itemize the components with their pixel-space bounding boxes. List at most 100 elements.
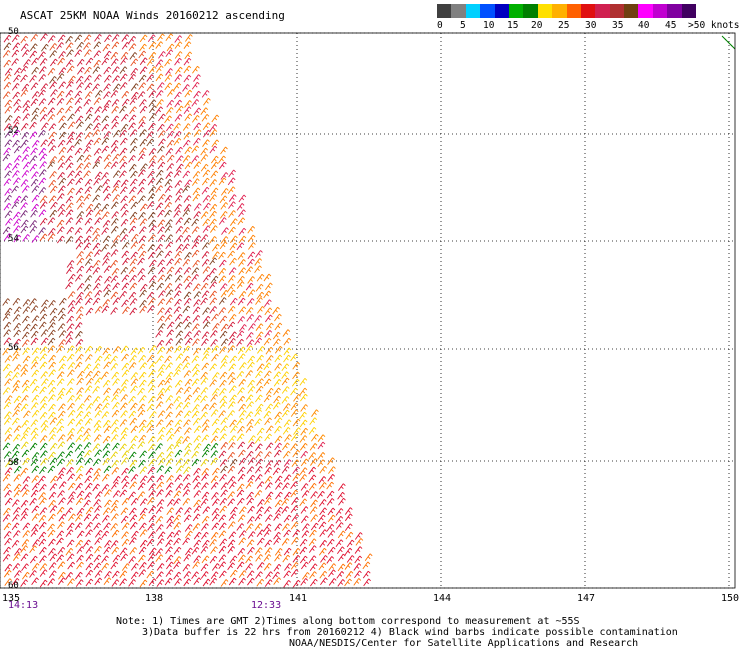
wind-barb <box>148 66 157 74</box>
wind-barb <box>121 90 130 99</box>
wind-barb <box>94 530 103 538</box>
wind-barb <box>156 452 165 460</box>
wind-barb <box>200 147 208 156</box>
wind-barb <box>257 306 265 314</box>
wind-barb <box>183 57 192 66</box>
wind-barb <box>193 443 202 451</box>
wind-barb <box>245 523 254 531</box>
wind-barb <box>309 529 317 538</box>
wind-barb <box>2 347 11 356</box>
wind-barb <box>31 409 40 418</box>
wind-barb <box>56 537 64 546</box>
wind-barb <box>49 417 58 425</box>
wind-barb <box>265 387 274 396</box>
wind-barb <box>65 89 74 98</box>
wind-barb <box>283 337 292 346</box>
wind-barb <box>146 83 155 92</box>
wind-barb <box>202 321 211 329</box>
wind-barb <box>130 170 138 179</box>
wind-barb <box>212 498 220 506</box>
wind-barb <box>310 499 318 508</box>
wind-barb <box>130 233 139 242</box>
wind-barb <box>157 161 166 170</box>
wind-barb <box>274 322 283 331</box>
wind-barb <box>328 563 337 571</box>
wind-barb <box>93 554 102 563</box>
wind-barb <box>175 146 183 155</box>
wind-barb <box>128 43 137 51</box>
wind-barb <box>102 402 110 411</box>
wind-barb <box>119 228 128 236</box>
wind-barb <box>291 514 300 522</box>
wind-barb <box>101 243 109 252</box>
wind-barb <box>309 417 318 425</box>
wind-barb <box>14 570 22 578</box>
wind-barb <box>66 497 75 505</box>
wind-barb <box>12 170 20 178</box>
wind-barb <box>201 491 210 500</box>
wind-barb <box>31 513 40 521</box>
wind-barb <box>156 250 164 258</box>
wind-barb <box>110 307 118 315</box>
wind-barb <box>139 34 148 43</box>
wind-barb <box>210 450 219 458</box>
wind-barb <box>192 417 201 426</box>
wind-barb <box>49 505 58 513</box>
wind-barb <box>254 490 263 498</box>
wind-barb <box>84 91 93 99</box>
wind-barb <box>128 225 137 234</box>
wind-barb <box>227 562 235 571</box>
wind-barb <box>48 361 57 370</box>
wind-barb <box>237 425 245 434</box>
wind-barb <box>58 51 66 59</box>
wind-barb <box>139 57 148 66</box>
wind-barb <box>202 218 211 227</box>
wind-barb <box>31 482 40 491</box>
wind-barb <box>219 459 228 467</box>
wind-barb <box>311 433 319 442</box>
wind-barb <box>157 33 165 42</box>
wind-barb <box>128 466 136 474</box>
wind-barb <box>83 284 92 292</box>
wind-barb <box>39 435 48 443</box>
wind-barb <box>103 361 111 370</box>
wind-barb <box>344 513 353 522</box>
wind-barb <box>11 83 20 91</box>
wind-barb <box>128 410 137 419</box>
wind-barb <box>148 281 157 290</box>
wind-barb <box>31 66 39 75</box>
wind-barb <box>246 570 255 578</box>
wind-barb <box>38 74 47 82</box>
wind-barb <box>48 131 57 140</box>
wind-barb <box>157 298 166 307</box>
wind-barb <box>85 251 94 259</box>
wind-barb <box>158 130 166 138</box>
wind-barb <box>65 529 74 537</box>
wind-barb <box>110 58 119 66</box>
wind-barb <box>47 379 56 388</box>
wind-barb <box>202 539 210 548</box>
wind-barb <box>173 137 182 146</box>
wind-barb <box>47 107 56 115</box>
wind-barb <box>21 379 30 388</box>
wind-barb <box>140 163 148 172</box>
wind-barb <box>74 34 83 43</box>
wind-barb <box>310 491 318 499</box>
wind-barb <box>58 497 66 505</box>
wind-barb <box>92 483 100 492</box>
wind-barb <box>308 452 317 460</box>
wind-barb <box>246 466 255 474</box>
wind-barb <box>12 348 21 356</box>
wind-barb <box>83 411 92 420</box>
wind-barb <box>238 577 246 586</box>
wind-barb <box>13 67 22 76</box>
wind-barb <box>200 571 209 579</box>
wind-barb <box>173 537 181 546</box>
wind-barb <box>299 498 308 507</box>
wind-barb <box>157 123 165 132</box>
wind-barb <box>102 220 111 228</box>
wind-barb <box>75 419 84 427</box>
lat-label-52: 52 <box>8 126 19 136</box>
wind-barb <box>147 443 156 452</box>
wind-barb <box>283 547 292 556</box>
